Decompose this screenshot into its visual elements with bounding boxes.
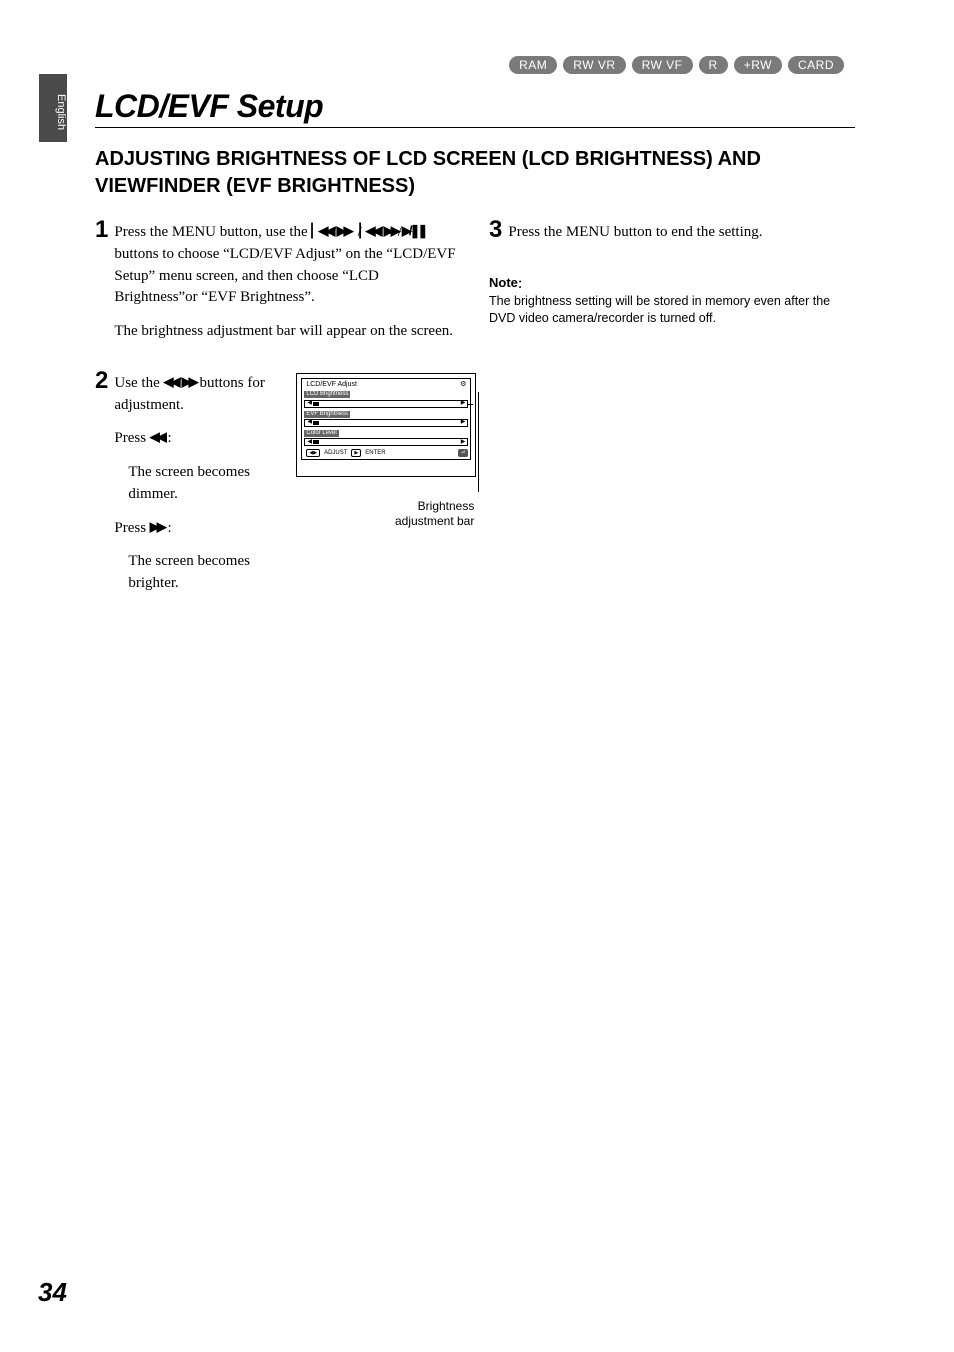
page-title: LCD/EVF Setup xyxy=(95,88,855,125)
language-tab: English xyxy=(39,74,67,142)
page-number: 34 xyxy=(38,1277,67,1308)
step-1: 1 Press the MENU button, use the ▏◀◀ /▶▶▕… xyxy=(95,218,465,355)
bar-arrow-left-icon: ◀ xyxy=(307,400,312,407)
step-number: 3 xyxy=(489,218,502,256)
skip-back-icon: ▏◀◀ xyxy=(311,223,332,238)
text: Press the MENU button, use the xyxy=(114,224,311,240)
page-content: LCD/EVF Setup ADJUSTING BRIGHTNESS OF LC… xyxy=(95,88,855,621)
badge: RAM xyxy=(509,56,557,74)
bar-fill xyxy=(313,421,319,425)
text: : xyxy=(164,430,172,446)
column-right: 3 Press the MENU button to end the setti… xyxy=(489,218,855,621)
text: buttons to choose “LCD/EVF Adjust” on th… xyxy=(114,246,455,306)
diagram-row: Color Level ◀ ▶ xyxy=(304,429,468,446)
badge: R xyxy=(699,56,728,74)
diagram-row-label: LCD Brightness xyxy=(304,391,350,398)
step-body: Use the ◀◀/▶▶ buttons for adjustment. Pr… xyxy=(114,369,476,607)
step-number: 2 xyxy=(95,369,108,607)
diagram-bar: ◀ ▶ xyxy=(304,419,468,427)
bar-arrow-left-icon: ◀ xyxy=(307,419,312,426)
pointer-line xyxy=(478,392,479,492)
press-right: Press ▶▶ : xyxy=(114,518,286,540)
note-heading-line: Note: xyxy=(489,274,855,293)
badge: RW VF xyxy=(632,56,693,74)
diagram-row: LCD Brightness ◀ ▶ xyxy=(304,390,468,407)
left-icon: ◀◀ xyxy=(150,429,164,444)
format-badges: RAM RW VR RW VF R +RW CARD xyxy=(509,56,844,74)
step-3: 3 Press the MENU button to end the setti… xyxy=(489,218,855,256)
step2-paragraph-1: Use the ◀◀/▶▶ buttons for adjustment. xyxy=(114,373,286,417)
brighter-text: The screen becomes brighter. xyxy=(128,551,286,595)
rew-icon: ◀◀ xyxy=(164,374,178,389)
footer-enter: ENTER xyxy=(365,450,385,457)
diagram-title-row: LCD/EVF Adjust ⚙ xyxy=(304,381,468,390)
diagram-inner: LCD/EVF Adjust ⚙ LCD Brightness ◀ xyxy=(301,378,471,461)
footer-adjust: ADJUST xyxy=(324,450,347,457)
columns: 1 Press the MENU button, use the ▏◀◀ /▶▶▕… xyxy=(95,218,855,621)
step3-paragraph: Press the MENU button to end the setting… xyxy=(508,222,762,244)
title-wrap: LCD/EVF Setup xyxy=(95,88,855,128)
text: Press xyxy=(114,430,149,446)
step1-paragraph-2: The brightness adjustment bar will appea… xyxy=(114,321,465,343)
adjust-icon: ◀▶ xyxy=(306,449,320,457)
step-body: Press the MENU button to end the setting… xyxy=(508,218,762,256)
bar-arrow-left-icon: ◀ xyxy=(307,439,312,446)
connector xyxy=(467,404,473,405)
note-body: The brightness setting will be stored in… xyxy=(489,293,855,327)
bar-fill xyxy=(313,440,319,444)
text: Use the xyxy=(114,375,163,391)
playpause-icon: ▶/❚❚ xyxy=(402,223,425,238)
caption-line1: Brightness xyxy=(418,499,475,513)
step2-row: Use the ◀◀/▶▶ buttons for adjustment. Pr… xyxy=(114,373,476,607)
diagram-wrap: LCD/EVF Adjust ⚙ LCD Brightness ◀ xyxy=(296,373,476,528)
diagram-title: LCD/EVF Adjust xyxy=(306,381,357,389)
enter-icon: ▶ xyxy=(351,449,361,457)
skip-fwd-icon: ▶▶▕ xyxy=(337,223,358,238)
step-body: Press the MENU button, use the ▏◀◀/▶▶▕/ … xyxy=(114,218,465,355)
press-left: Press ◀◀ : xyxy=(114,428,286,450)
step-2: 2 Use the ◀◀/▶▶ buttons for adjustment. … xyxy=(95,369,465,607)
ffwd-icon: ▶▶ xyxy=(182,374,196,389)
right-icon: ▶▶ xyxy=(150,519,164,534)
badge: +RW xyxy=(734,56,782,74)
step2-text: Use the ◀◀/▶▶ buttons for adjustment. Pr… xyxy=(114,373,286,607)
note-block: Note: The brightness setting will be sto… xyxy=(489,274,855,327)
badge: CARD xyxy=(788,56,844,74)
text: : xyxy=(164,520,172,536)
step1-paragraph-1: Press the MENU button, use the ▏◀◀/▶▶▕/ … xyxy=(114,222,465,309)
diagram-bar: ◀ ▶ xyxy=(304,400,468,408)
bar-arrow-right-icon: ▶ xyxy=(461,419,466,426)
column-left: 1 Press the MENU button, use the ▏◀◀ /▶▶▕… xyxy=(95,218,465,621)
diagram-caption: Brightness adjustment bar xyxy=(296,499,476,528)
slash: / xyxy=(358,224,362,240)
diagram-row-label: EVF Brightness xyxy=(304,411,350,418)
diagram-row: EVF Brightness ◀ ▶ xyxy=(304,410,468,427)
ffwd-icon: ▶▶ xyxy=(384,223,398,238)
lcd-diagram: LCD/EVF Adjust ⚙ LCD Brightness ◀ xyxy=(296,373,476,478)
note-colon: : xyxy=(518,275,522,292)
caption-line2: adjustment bar xyxy=(395,514,474,528)
exit-icon: ⏎ xyxy=(458,449,468,457)
bar-arrow-right-icon: ▶ xyxy=(461,400,466,407)
rew-icon: ◀◀ xyxy=(366,223,380,238)
diagram-icon: ⚙ xyxy=(460,381,466,389)
badge: RW VR xyxy=(563,56,625,74)
bar-arrow-right-icon: ▶ xyxy=(461,439,466,446)
note-heading: Note xyxy=(489,275,518,290)
step-number: 1 xyxy=(95,218,108,355)
diagram-bar: ◀ ▶ xyxy=(304,438,468,446)
section-heading: ADJUSTING BRIGHTNESS OF LCD SCREEN (LCD … xyxy=(95,146,855,200)
text: Press xyxy=(114,520,149,536)
dimmer-text: The screen becomes dimmer. xyxy=(128,462,286,506)
diagram-footer: ◀▶ ADJUST ▶ ENTER ⏎ xyxy=(304,448,468,457)
diagram-row-label: Color Level xyxy=(304,430,338,437)
bar-fill xyxy=(313,402,319,406)
